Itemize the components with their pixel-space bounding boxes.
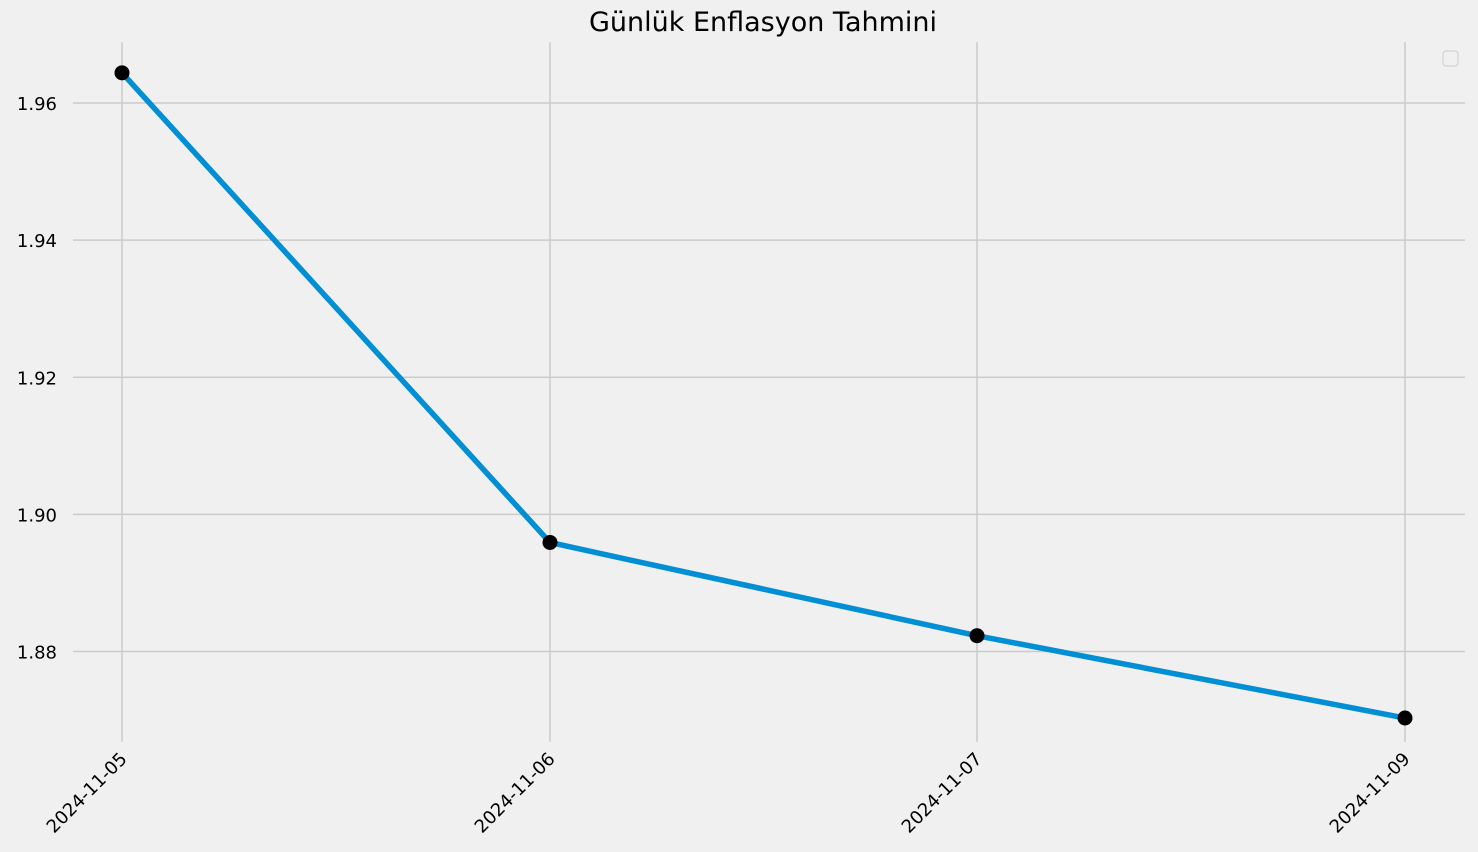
legend-box	[1442, 50, 1459, 67]
x-tick-label: 2024-11-05	[43, 749, 132, 838]
series-line	[119, 70, 1408, 721]
chart-title: Günlük Enflasyon Tahmini	[589, 7, 937, 38]
y-tick-label: 1.96	[17, 94, 57, 115]
x-tick-label: 2024-11-07	[898, 749, 987, 838]
x-axis-ticks: 2024-11-05 2024-11-06 2024-11-07 2024-11-09	[43, 749, 1415, 838]
data-point	[969, 628, 985, 644]
y-tick-label: 1.94	[17, 231, 57, 252]
marker-layer	[114, 65, 1413, 726]
y-axis-ticks: 1.88 1.90 1.92 1.94 1.96	[17, 94, 57, 663]
data-point	[542, 534, 558, 550]
x-tick-label: 2024-11-06	[471, 749, 560, 838]
y-tick-label: 1.92	[17, 368, 57, 389]
y-tick-label: 1.90	[17, 505, 57, 526]
x-tick-label: 2024-11-09	[1326, 749, 1415, 838]
grid	[73, 42, 1465, 742]
y-tick-label: 1.88	[17, 643, 57, 664]
data-point	[114, 65, 130, 81]
data-point	[1397, 710, 1413, 726]
series-layer	[119, 70, 1408, 721]
